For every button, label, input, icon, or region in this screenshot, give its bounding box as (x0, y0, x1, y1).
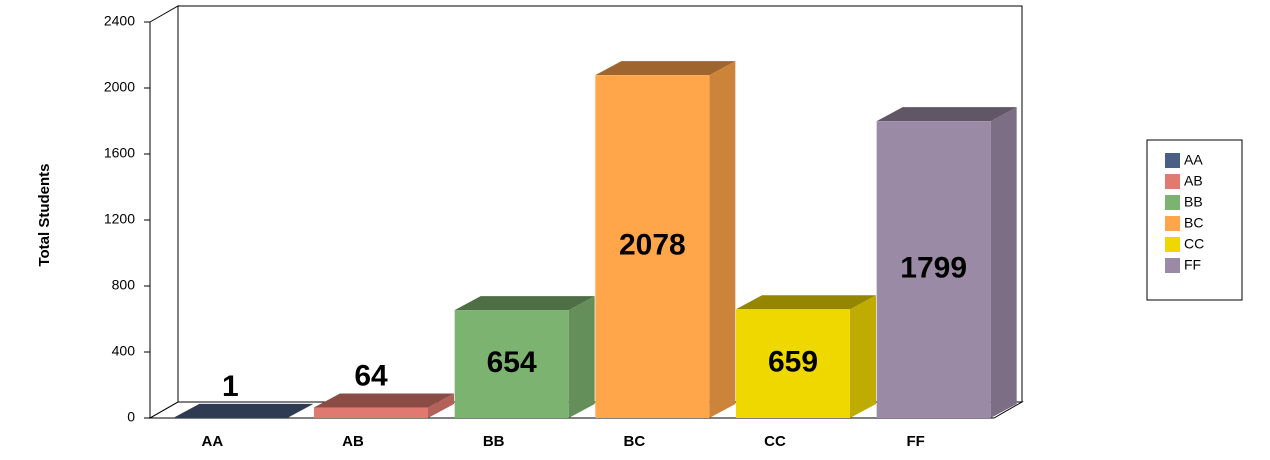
legend-box (1146, 139, 1243, 301)
legend-label: BB (1184, 194, 1203, 210)
bar-top (454, 296, 595, 311)
bar (736, 309, 850, 418)
y-tick-label: 400 (112, 343, 136, 359)
bar (876, 121, 991, 418)
bar-side (990, 107, 1017, 418)
legend-label: AB (1184, 173, 1203, 189)
legend-swatch (1165, 216, 1180, 231)
bar (454, 310, 569, 418)
legend-swatch (1165, 153, 1180, 168)
y-tick-label: 2400 (104, 13, 135, 29)
value-label: 64 (354, 359, 388, 392)
x-tick-label: AA (201, 433, 223, 450)
bar-top (595, 61, 736, 76)
bar (595, 75, 710, 418)
x-tick-label: FF (907, 433, 925, 450)
y-tick-label: 2000 (104, 79, 135, 95)
bar-side (850, 295, 876, 418)
bar (314, 407, 428, 418)
bar-side (568, 296, 595, 418)
bar-top (736, 295, 876, 310)
bar-top (876, 107, 1017, 122)
value-label: 2078 (619, 228, 686, 261)
y-axis-title: Total Students (36, 163, 53, 266)
legend-label: AA (1184, 152, 1203, 168)
legend-swatch (1165, 237, 1180, 252)
bar-side (709, 61, 736, 418)
bar-top (173, 403, 314, 418)
legend-swatch (1165, 174, 1180, 189)
bar-side (287, 403, 314, 418)
x-tick-label: BB (483, 433, 505, 450)
side-wall (149, 5, 179, 419)
x-tick-label: CC (764, 433, 786, 450)
bar-side (428, 393, 454, 418)
x-tick-label: AB (342, 433, 364, 450)
y-tick-label: 0 (127, 409, 135, 425)
legend-label: FF (1184, 257, 1201, 273)
y-tick-label: 800 (112, 277, 136, 293)
legend-label: BC (1184, 215, 1203, 231)
x-tick-label: BC (623, 433, 645, 450)
value-label: 1 (222, 370, 239, 403)
legend-swatch (1165, 258, 1180, 273)
value-label: 654 (487, 346, 537, 379)
value-label: 659 (768, 346, 818, 379)
value-label: 1799 (900, 252, 967, 285)
floor (148, 401, 1024, 419)
legend-label: CC (1184, 236, 1204, 252)
y-tick-label: 1600 (104, 145, 135, 161)
legend-swatch (1165, 195, 1180, 210)
y-tick-label: 1200 (104, 211, 135, 227)
bar-top (314, 393, 454, 408)
